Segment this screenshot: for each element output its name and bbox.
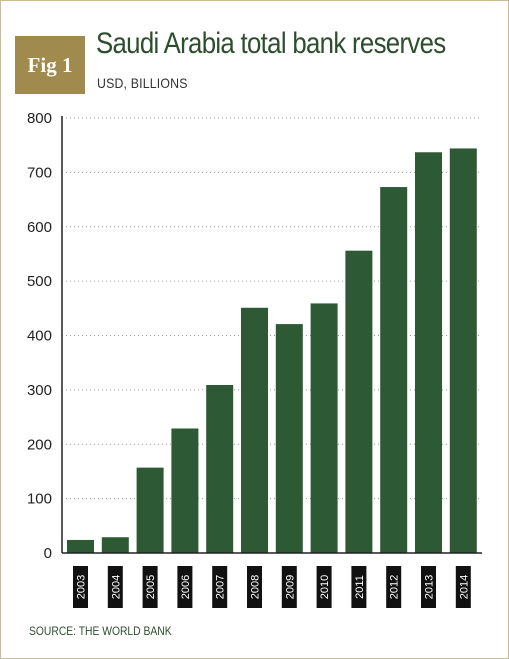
bars: [67, 148, 477, 554]
bar: [136, 467, 164, 553]
x-tick-label-bg: [455, 566, 471, 608]
bar: [345, 250, 373, 554]
x-tick-label: 2007: [215, 575, 227, 599]
x-tick-label: 2004: [110, 575, 122, 599]
y-tick-label: 700: [27, 164, 52, 181]
bar: [380, 187, 408, 553]
axes: [61, 116, 482, 554]
x-tick-label-bg: [316, 566, 332, 608]
x-tick-label-bg: [142, 566, 158, 608]
source-note: SOURCE: THE WORLD BANK: [29, 624, 172, 638]
bar: [101, 537, 129, 553]
x-tick-label-bg: [177, 566, 193, 608]
bar-chart: 0 100 200 300 400 500 600 700 800 2003 2004 2005 200…: [27, 110, 482, 608]
x-tick-label: 2012: [389, 575, 401, 599]
y-tick-label: 200: [27, 436, 52, 453]
x-tick-label: 2014: [458, 575, 470, 599]
x-tick-label: 2013: [424, 575, 436, 599]
x-tick-label: 2011: [354, 575, 366, 599]
y-tick-label: 400: [27, 328, 52, 345]
x-tick-label-bg: [107, 566, 123, 608]
y-tick-label: 0: [44, 545, 52, 562]
x-tick-label: 2003: [76, 575, 88, 599]
x-tick-label-bg: [281, 566, 297, 608]
bar: [67, 539, 94, 553]
figure-badge: Fig 1: [15, 36, 85, 94]
bar: [415, 152, 442, 553]
x-tick-label: 2009: [284, 575, 296, 599]
y-tick-label: 500: [27, 273, 52, 290]
x-tick-label-bg: [73, 566, 88, 608]
chart-subtitle: USD, BILLIONS: [97, 75, 188, 91]
bar: [241, 307, 268, 553]
x-tick-label-bg: [247, 566, 262, 608]
bar: [171, 428, 199, 553]
x-tick-label: 2005: [145, 575, 157, 599]
y-tick-label: 600: [27, 219, 52, 236]
x-tick-label: 2008: [250, 575, 262, 599]
x-tick-label-bg: [421, 566, 436, 608]
tick-labels: 0 100 200 300 400 500 600 700 800 2003 2004 2005 200…: [27, 110, 471, 608]
x-tick-label-bg: [351, 566, 367, 608]
bar: [275, 324, 303, 553]
bar: [206, 384, 234, 553]
y-tick-label: 100: [27, 491, 52, 508]
bar: [449, 148, 477, 553]
chart-title: Saudi Arabia total bank reserves: [96, 27, 446, 60]
x-tick-label-bg: [386, 566, 402, 608]
x-tick-label: 2006: [180, 575, 192, 599]
x-tick-label-bg: [212, 566, 228, 608]
x-tick-label: 2010: [319, 575, 331, 599]
y-tick-label: 300: [27, 382, 52, 399]
bar: [310, 303, 338, 553]
y-tick-label: 800: [27, 110, 52, 127]
